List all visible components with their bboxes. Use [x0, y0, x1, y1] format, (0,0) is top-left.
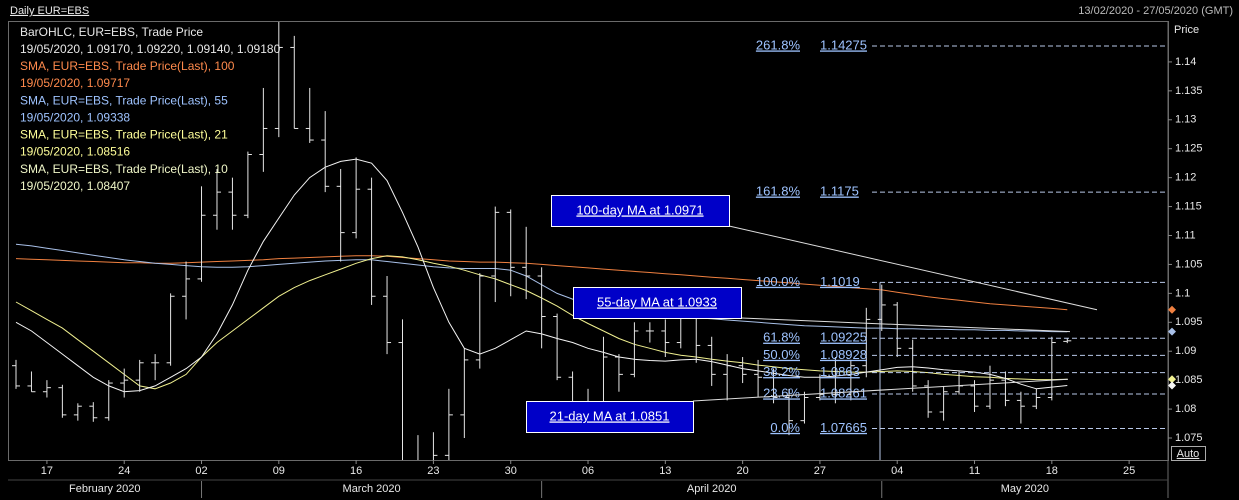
x-tick-label: 23 — [427, 465, 439, 477]
fib-percent: 23.6% — [763, 385, 800, 400]
auto-button-frame[interactable] — [1171, 446, 1206, 461]
fib-value: 1.1019 — [820, 274, 860, 289]
y-tick-label: 1.14 — [1175, 56, 1196, 68]
fib-percent: 50.0% — [763, 347, 800, 362]
ma-marker — [1168, 327, 1176, 336]
y-tick-label: 1.085 — [1175, 374, 1203, 386]
x-tick-label: 18 — [1046, 465, 1058, 477]
fib-percent: 61.8% — [763, 330, 800, 345]
x-tick-label: 25 — [1123, 465, 1135, 477]
x-tick-label: 16 — [350, 465, 362, 477]
month-label: May 2020 — [1001, 483, 1049, 495]
legend-label: SMA, EUR=EBS, Trade Price(Last), 55 — [20, 93, 228, 107]
y-tick-label: 1.13 — [1175, 114, 1196, 126]
annotation-box — [551, 195, 730, 227]
fib-percent: 100.0% — [756, 274, 801, 289]
auto-button-label[interactable]: Auto — [1177, 448, 1200, 460]
fib-percent: 161.8% — [756, 184, 801, 199]
ma-marker — [1168, 305, 1176, 314]
legend-detail: 19/05/2020, 1.08516 — [20, 145, 130, 159]
y-tick-label: 1.08 — [1175, 403, 1196, 415]
ma-line — [15, 255, 1068, 311]
legend-label: SMA, EUR=EBS, Trade Price(Last), 100 — [20, 59, 235, 73]
annotation-text: 55-day MA at 1.0933 — [597, 294, 717, 309]
annotation-text: 21-day MA at 1.0851 — [550, 408, 670, 423]
chart-title: Daily EUR=EBS — [10, 5, 89, 17]
legend-detail: 19/05/2020, 1.09170, 1.09220, 1.09140, 1… — [20, 42, 281, 56]
fib-percent: 261.8% — [756, 37, 801, 52]
y-tick-label: 1.075 — [1175, 432, 1203, 444]
fib-value: 1.0863 — [820, 364, 860, 379]
y-tick-label: 1.11 — [1175, 229, 1196, 241]
y-tick-label: 1.1 — [1175, 287, 1190, 299]
fib-value: 1.07665 — [820, 420, 867, 435]
x-tick-label: 20 — [736, 465, 748, 477]
x-tick-label: 17 — [41, 465, 53, 477]
y-tick-label: 1.12 — [1175, 172, 1196, 184]
y-tick-label: 1.105 — [1175, 258, 1203, 270]
annotation-text: 100-day MA at 1.0971 — [576, 202, 703, 217]
x-tick-label: 30 — [505, 465, 517, 477]
annotation-box — [573, 287, 742, 319]
x-tick-label: 11 — [969, 465, 980, 477]
x-tick-label: 09 — [273, 465, 285, 477]
y-tick-label: 1.095 — [1175, 316, 1203, 328]
ma-marker — [1168, 381, 1176, 390]
legend-label: BarOHLC, EUR=EBS, Trade Price — [20, 25, 203, 39]
month-label: February 2020 — [69, 483, 141, 495]
fib-percent: 38.2% — [763, 364, 800, 379]
legend-label: SMA, EUR=EBS, Trade Price(Last), 21 — [20, 128, 228, 142]
legend-detail: 19/05/2020, 1.09717 — [20, 76, 130, 90]
month-label: April 2020 — [687, 483, 737, 495]
x-tick-label: 27 — [814, 465, 826, 477]
x-tick-label: 06 — [582, 465, 594, 477]
fib-value: 1.09225 — [820, 330, 867, 345]
date-range: 13/02/2020 - 27/05/2020 (GMT) — [1078, 5, 1233, 17]
x-tick-label: 04 — [891, 465, 903, 477]
annotation-pointer — [692, 378, 1069, 402]
month-label: March 2020 — [343, 483, 401, 495]
fib-value: 1.14275 — [820, 37, 867, 52]
x-tick-label: 24 — [118, 465, 130, 477]
legend-label: SMA, EUR=EBS, Trade Price(Last), 10 — [20, 162, 228, 176]
fib-value: 1.08928 — [820, 347, 867, 362]
y-tick-label: 1.115 — [1175, 200, 1202, 212]
x-tick-label: 13 — [659, 465, 671, 477]
annotation-pointer — [728, 225, 1098, 311]
y-tick-label: 1.135 — [1175, 85, 1203, 97]
y-tick-label: 1.125 — [1175, 143, 1203, 155]
annotation-box — [526, 401, 694, 433]
annotation-pointer — [740, 317, 1071, 333]
legend-detail: 19/05/2020, 1.08407 — [20, 179, 130, 193]
y-axis-label: Price — [1174, 24, 1199, 36]
fib-percent: 0.0% — [770, 420, 800, 435]
auto-button[interactable]: Auto — [1171, 446, 1206, 461]
ma-marker — [1168, 375, 1176, 384]
legend-detail: 19/05/2020, 1.09338 — [20, 110, 130, 124]
y-tick-label: 1.09 — [1175, 345, 1196, 357]
x-tick-label: 02 — [195, 465, 207, 477]
fib-value: 1.08261 — [820, 385, 867, 400]
fib-value: 1.1175 — [820, 184, 859, 199]
